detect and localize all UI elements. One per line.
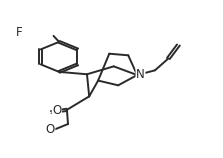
Text: O: O — [45, 123, 55, 136]
Text: N: N — [136, 68, 145, 81]
Text: F: F — [16, 26, 22, 39]
Text: O: O — [52, 104, 62, 117]
